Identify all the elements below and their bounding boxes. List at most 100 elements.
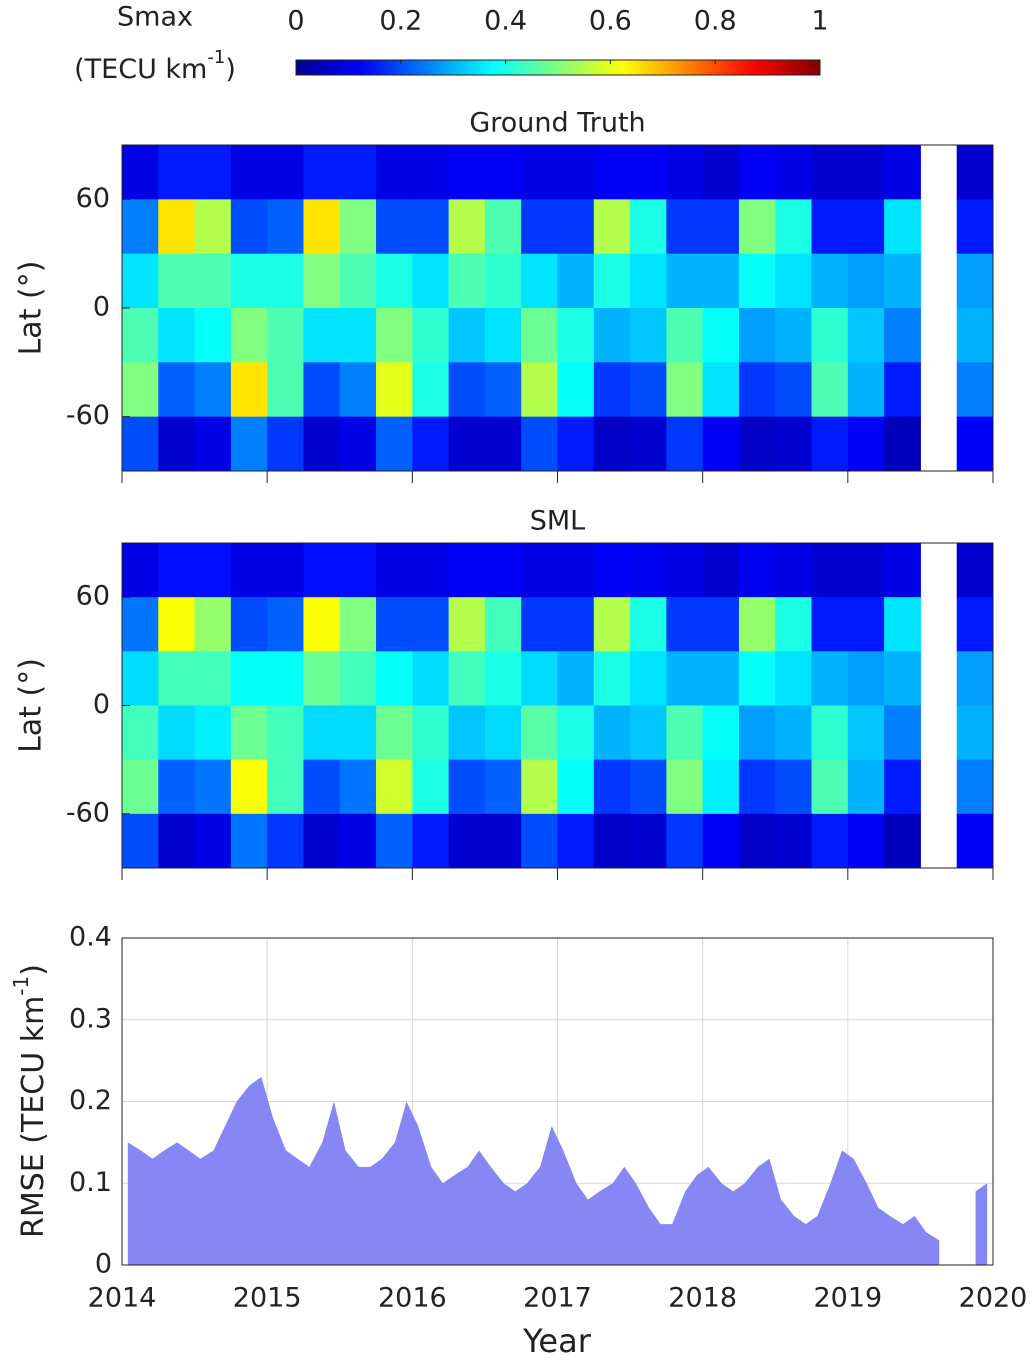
heatmap-cell bbox=[775, 543, 813, 598]
heatmap-cell bbox=[666, 416, 704, 472]
heatmap-cell bbox=[557, 813, 595, 869]
heatmap-cell bbox=[303, 199, 341, 255]
heatmap-cell bbox=[158, 145, 196, 200]
heatmap-cell bbox=[666, 651, 704, 706]
heatmap-cell bbox=[122, 199, 159, 255]
x-axis-label: Year bbox=[522, 1322, 592, 1360]
heatmap-cell bbox=[847, 416, 885, 472]
heatmap-cell bbox=[666, 253, 704, 309]
colorbar-unit: (TECU km-1) bbox=[74, 47, 236, 85]
heatmap-cell bbox=[122, 651, 159, 706]
colorbar-tick-label: 0.6 bbox=[589, 6, 632, 37]
heatmap-cell bbox=[448, 813, 486, 869]
heatmap-cell bbox=[847, 199, 885, 255]
heatmap-cell bbox=[484, 199, 522, 255]
heatmap-cell bbox=[303, 145, 341, 200]
heatmap-cell bbox=[738, 705, 776, 761]
heatmap-cell bbox=[956, 759, 994, 815]
heatmap-cell bbox=[811, 362, 849, 418]
heatmap-cell bbox=[448, 199, 486, 255]
heatmap-cell bbox=[775, 813, 813, 869]
heatmap-cell bbox=[847, 145, 885, 200]
heatmap-cell bbox=[884, 705, 921, 761]
heatmap-cell bbox=[376, 705, 413, 761]
heatmap-cell bbox=[811, 705, 849, 761]
ylabel-exp: -1 bbox=[9, 976, 33, 996]
heatmap-cell bbox=[847, 759, 885, 815]
y-tick-label: 60 bbox=[76, 581, 110, 612]
heatmap-cell bbox=[956, 253, 994, 309]
heatmap-cell bbox=[303, 543, 341, 598]
ylabel: RMSE (TECU km bbox=[16, 996, 51, 1238]
heatmap-cell bbox=[412, 308, 450, 363]
heatmap-cell bbox=[666, 705, 704, 761]
heatmap-cell bbox=[158, 362, 196, 418]
heatmap-cell bbox=[230, 416, 268, 472]
heatmap-cell bbox=[702, 145, 740, 200]
heatmap-cell bbox=[811, 308, 849, 363]
heatmap-cell bbox=[158, 759, 196, 815]
colorbar-tick-label: 0.2 bbox=[379, 6, 422, 37]
heatmap-cell bbox=[194, 253, 232, 309]
heatmap-cell bbox=[267, 597, 304, 652]
heatmap-cell bbox=[521, 199, 558, 255]
heatmap-cell bbox=[702, 362, 740, 418]
heatmap-cell bbox=[412, 597, 450, 652]
heatmap-cell bbox=[194, 759, 232, 815]
heatmap-cell bbox=[122, 813, 159, 869]
y-tick-label: 0.2 bbox=[69, 1085, 112, 1116]
heatmap-cell bbox=[630, 308, 667, 363]
heatmap-cell bbox=[412, 813, 450, 869]
heatmap-cell bbox=[376, 145, 413, 200]
heatmap-cell bbox=[884, 597, 921, 652]
unit: (TECU km bbox=[74, 54, 207, 85]
heatmap-cell bbox=[194, 651, 232, 706]
heatmap-cell bbox=[630, 543, 667, 598]
heatmap-cell bbox=[775, 597, 813, 652]
heatmap-cell bbox=[775, 416, 813, 472]
heatmap-cell bbox=[230, 705, 268, 761]
heatmap-cell bbox=[267, 199, 304, 255]
heatmap-cell bbox=[267, 416, 304, 472]
heatmap-cell bbox=[702, 543, 740, 598]
heatmap-cell bbox=[448, 543, 486, 598]
area bbox=[975, 1183, 988, 1265]
heatmap-cell bbox=[775, 651, 813, 706]
heatmap-cell bbox=[448, 308, 486, 363]
heatmap-cell bbox=[847, 597, 885, 652]
heatmap-cell bbox=[956, 597, 994, 652]
heatmap-cell bbox=[521, 145, 558, 200]
heatmap-cell bbox=[884, 253, 921, 309]
heatmap-cell bbox=[122, 253, 159, 309]
x-tick-label: 2018 bbox=[668, 1283, 737, 1314]
heatmap-cell bbox=[194, 597, 232, 652]
heatmap-cell bbox=[956, 362, 994, 418]
heatmap-cell bbox=[666, 597, 704, 652]
heatmap-cell bbox=[666, 145, 704, 200]
heatmap-cell bbox=[956, 813, 994, 869]
heatmap-cell bbox=[230, 362, 268, 418]
heatmap-cell bbox=[521, 705, 558, 761]
heatmap-cell bbox=[593, 759, 631, 815]
heatmap-cell bbox=[738, 759, 776, 815]
y-axis-label: RMSE (TECU km-1) bbox=[9, 964, 51, 1238]
heatmap-cell bbox=[448, 651, 486, 706]
heatmap-cell bbox=[339, 145, 377, 200]
heatmap-cell bbox=[158, 199, 196, 255]
heatmap-cell bbox=[521, 597, 558, 652]
heatmap-cell bbox=[303, 705, 341, 761]
heatmap-cell bbox=[303, 759, 341, 815]
heatmap-cell bbox=[267, 543, 304, 598]
area bbox=[127, 1076, 940, 1265]
heatmap-cell bbox=[956, 308, 994, 363]
heatmap-cell bbox=[775, 759, 813, 815]
heatmap-cell bbox=[521, 759, 558, 815]
heatmap-cell bbox=[339, 759, 377, 815]
heatmap-cell bbox=[376, 813, 413, 869]
heatmap-cell bbox=[158, 813, 196, 869]
heatmap-cell bbox=[557, 253, 595, 309]
heatmap-cell bbox=[230, 199, 268, 255]
heatmap-cell bbox=[484, 145, 522, 200]
heatmap-cell bbox=[484, 362, 522, 418]
unit-close: ) bbox=[225, 54, 236, 85]
